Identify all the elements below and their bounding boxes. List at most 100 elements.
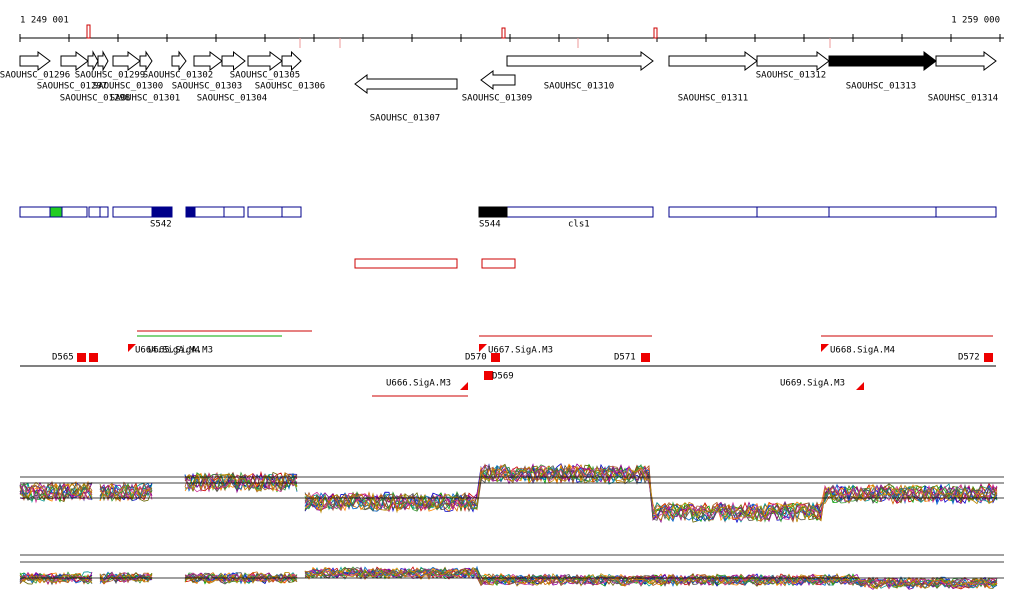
terminator-mark — [984, 353, 993, 362]
promoter-mark — [479, 344, 487, 352]
promoter-mark — [128, 344, 136, 352]
expression-line — [19, 481, 93, 500]
promoter-mark — [856, 382, 864, 390]
axis-start-label: 1 249 001 — [20, 16, 69, 26]
gene-label: SAOUHSC_01305 — [230, 71, 300, 81]
marker — [653, 27, 658, 39]
gene-arrow — [281, 50, 302, 72]
feature-label: U664.SigA.M4 — [135, 346, 200, 356]
region-box — [935, 206, 997, 218]
gene-arrow — [221, 50, 246, 72]
region-box — [112, 206, 153, 218]
antisense-box — [481, 258, 516, 269]
feature-label: U666.SigA.M3 — [386, 379, 451, 389]
gene-label: SAOUHSC_01306 — [255, 82, 325, 92]
promoter-mark — [821, 344, 829, 352]
gene-arrow — [97, 50, 109, 72]
marker — [501, 27, 506, 39]
gene-label: SAOUHSC_01313 — [846, 82, 916, 92]
region-box — [185, 206, 196, 218]
region-box — [828, 206, 937, 218]
gene-label: SAOUHSC_01312 — [756, 71, 826, 81]
gene-label: SAOUHSC_01311 — [678, 94, 748, 104]
terminator-mark — [77, 353, 86, 362]
expression-line — [19, 482, 93, 501]
feature-label: D571 — [614, 353, 636, 363]
gene-arrow — [668, 51, 758, 71]
region-label: S542 — [150, 220, 172, 230]
region-box — [151, 206, 173, 218]
gene-label: SAOUHSC_01302 — [143, 71, 213, 81]
gene-label: SAOUHSC_01301 — [110, 94, 180, 104]
feature-label: U665.SigA.M3 — [148, 346, 213, 356]
gene-label: SAOUHSC_01314 — [928, 94, 998, 104]
region-box — [19, 206, 51, 218]
gene-label: SAOUHSC_01303 — [172, 82, 242, 92]
gene-arrow — [87, 50, 99, 72]
gene-arrow — [756, 51, 830, 71]
gene-arrow — [139, 50, 153, 72]
expression-line — [184, 472, 298, 493]
gene-arrow — [828, 51, 937, 71]
region-box — [223, 206, 245, 218]
region-box — [756, 206, 830, 218]
region-box — [88, 206, 101, 218]
gene-label: SAOUHSC_01304 — [197, 94, 267, 104]
gene-label: SAOUHSC_01298 — [60, 94, 130, 104]
expression-line — [184, 572, 298, 583]
region-box — [194, 206, 225, 218]
gene-label: SAOUHSC_01310 — [544, 82, 614, 92]
feature-label: U668.SigA.M4 — [830, 346, 895, 356]
gene-arrow — [506, 51, 654, 71]
feature-label: D570 — [465, 353, 487, 363]
region-box — [61, 206, 88, 218]
expression-line — [304, 565, 998, 589]
expression-line — [99, 481, 153, 502]
gene-label: SAOUHSC_01296 — [0, 71, 70, 81]
axis-end-label: 1 259 000 — [951, 16, 1000, 26]
expression-line — [184, 471, 298, 493]
region-box — [247, 206, 283, 218]
gene-label: SAOUHSC_01307 — [370, 114, 440, 124]
expression-line — [19, 480, 93, 502]
region-box — [506, 206, 654, 218]
terminator-mark — [89, 353, 98, 362]
terminator-mark — [491, 353, 500, 362]
terminator-mark — [484, 371, 493, 380]
feature-label: D565 — [52, 353, 74, 363]
gene-label: SAOUHSC_01309 — [462, 94, 532, 104]
expression-line — [99, 484, 153, 502]
marker — [86, 24, 91, 39]
feature-label: U667.SigA.M3 — [488, 346, 553, 356]
gene-arrow — [112, 51, 141, 71]
region-label: cls1 — [568, 220, 590, 230]
gene-arrow — [247, 51, 283, 71]
expression-line — [19, 483, 93, 501]
antisense-box — [354, 258, 458, 269]
expression-line — [304, 567, 998, 589]
region-label: S544 — [479, 220, 501, 230]
feature-label: D569 — [492, 372, 514, 382]
expression-line — [184, 571, 298, 585]
feature-label: D572 — [958, 353, 980, 363]
feature-label: U669.SigA.M3 — [780, 379, 845, 389]
expression-line — [304, 465, 998, 523]
gene-arrow — [60, 51, 89, 71]
expression-line — [99, 572, 153, 585]
gene-label: SAOUHSC_01300 — [93, 82, 163, 92]
gene-arrow — [19, 51, 51, 71]
gene-label: SAOUHSC_01299 — [75, 71, 145, 81]
expression-line — [99, 482, 153, 502]
expression-line — [19, 573, 93, 585]
expression-line — [304, 566, 998, 589]
promoter-mark — [460, 382, 468, 390]
expression-line — [304, 464, 998, 521]
region-box — [478, 206, 508, 218]
gene-arrow — [354, 74, 458, 94]
region-box — [668, 206, 758, 218]
gene-arrow — [193, 51, 223, 71]
gene-arrow — [935, 51, 997, 71]
gene-arrow — [171, 50, 187, 72]
